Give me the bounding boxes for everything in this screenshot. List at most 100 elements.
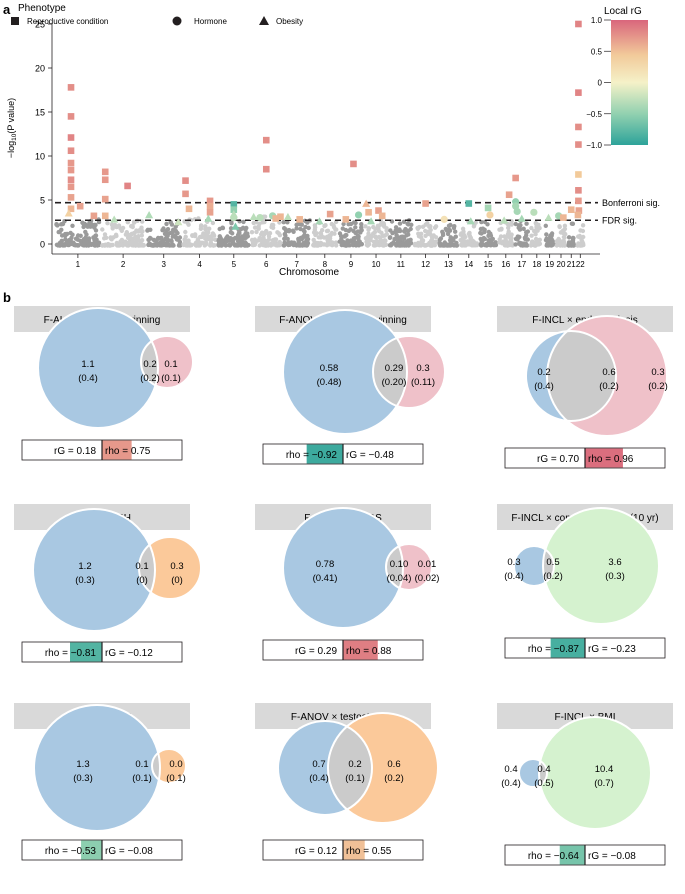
hit-square	[422, 200, 429, 207]
hit-circle	[256, 214, 264, 222]
correlation-right-label: rG = −0.23	[588, 644, 636, 655]
snp-point	[92, 237, 97, 242]
snp-point	[570, 241, 575, 246]
venn-left-value: 0.58	[320, 363, 339, 374]
venn-left-circle	[283, 508, 403, 628]
threshold-label: FDR sig.	[602, 216, 637, 226]
snp-point	[119, 242, 124, 247]
snp-point	[315, 242, 320, 248]
hit-square	[505, 191, 513, 199]
snp-point	[569, 221, 575, 226]
snp-point	[543, 223, 548, 228]
snp-point	[463, 243, 468, 248]
snp-point	[197, 234, 203, 240]
hit-square	[182, 190, 189, 198]
correlation-right-label: rho = 0.75	[105, 446, 151, 457]
venn-right-value: 3.6	[608, 557, 621, 568]
venn-panel: F-INCL × BMI0.4(0.4)0.4(0.5)10.4(0.7)rho…	[497, 703, 673, 866]
snp-point	[229, 221, 234, 226]
panel-a-label: a	[3, 2, 11, 17]
snp-point	[285, 236, 290, 242]
snp-point	[130, 223, 135, 228]
snp-point	[171, 227, 176, 232]
snp-point	[365, 234, 370, 240]
snp-point	[563, 231, 568, 237]
hit-square	[375, 207, 382, 214]
snp-point	[423, 222, 428, 227]
snp-point	[70, 223, 75, 228]
snp-point	[286, 229, 292, 234]
snp-point	[282, 240, 287, 245]
colorbar-title: Local rG	[604, 6, 642, 17]
snp-point	[384, 232, 389, 237]
snp-point	[320, 228, 325, 233]
snp-point	[89, 222, 94, 227]
correlation-right-label: rho = 0.55	[346, 846, 392, 857]
snp-point	[104, 235, 109, 240]
snp-point	[394, 232, 399, 238]
snp-point	[218, 243, 224, 248]
snp-point	[381, 242, 386, 247]
venn-left-se: (0.48)	[317, 377, 342, 388]
hit-square	[67, 84, 75, 91]
hit-square	[67, 134, 75, 141]
snp-point	[299, 222, 304, 227]
snp-point	[534, 222, 539, 227]
venn-panel: F-ANOV × PCOS0.78(0.41)0.10(0.04)0.01(0.…	[255, 504, 439, 661]
venn-left-se: (0.4)	[78, 373, 98, 384]
venn-mid-se: (0.1)	[345, 773, 365, 784]
venn-right-outline	[140, 335, 194, 389]
venn-left-value: 0.2	[537, 367, 550, 378]
snp-point	[318, 242, 323, 248]
venn-right-circle	[543, 508, 659, 624]
snp-point	[502, 234, 507, 239]
hit-triangle	[500, 216, 509, 224]
venn-right-outline	[372, 335, 446, 409]
x-tick-label: 20	[557, 260, 566, 269]
x-tick-label: 16	[501, 260, 510, 269]
snp-point	[238, 238, 243, 244]
venn-mid-se: (0.2)	[140, 373, 160, 384]
rho-fill	[70, 642, 102, 662]
snp-point	[438, 236, 444, 241]
snp-point	[458, 237, 463, 243]
snp-point	[338, 233, 344, 239]
venn-left-outline	[513, 545, 555, 587]
snp-point	[102, 232, 108, 237]
x-tick-label: 5	[232, 260, 237, 269]
hit-triangle	[517, 214, 526, 222]
snp-point	[459, 243, 465, 248]
snp-point	[471, 224, 477, 229]
x-tick-label: 22	[576, 260, 585, 269]
snp-point	[373, 234, 378, 239]
snp-point	[517, 227, 523, 232]
snp-point	[577, 233, 582, 239]
hit-circle	[486, 211, 494, 219]
snp-point	[208, 237, 213, 243]
snp-point	[282, 231, 287, 237]
snp-point	[403, 227, 408, 232]
snp-point	[324, 234, 330, 240]
rho-fill	[550, 638, 585, 658]
venn-panel: F-ALL × dizygotic twinning1.1(0.4)0.2(0.…	[14, 306, 194, 461]
hit-square	[484, 204, 492, 212]
snp-point	[525, 237, 530, 242]
correlation-right-label: rho = 0.88	[346, 646, 392, 657]
venn-right-outline	[546, 315, 668, 437]
snp-point	[241, 219, 246, 225]
venn-left-circle	[283, 310, 407, 434]
snp-point	[529, 241, 534, 246]
x-tick-label: 9	[349, 260, 354, 269]
snp-point	[533, 242, 538, 247]
snp-point	[351, 236, 356, 241]
snp-point	[203, 236, 208, 241]
snp-point	[480, 226, 486, 231]
hit-circle	[440, 215, 448, 223]
snp-point	[389, 241, 394, 247]
snp-point	[78, 238, 83, 244]
venn-left-circle	[34, 705, 160, 831]
venn-right-value: 0.3	[416, 363, 429, 374]
y-tick-label: 20	[35, 64, 45, 74]
snp-point	[332, 231, 337, 236]
hit-square	[272, 215, 280, 222]
